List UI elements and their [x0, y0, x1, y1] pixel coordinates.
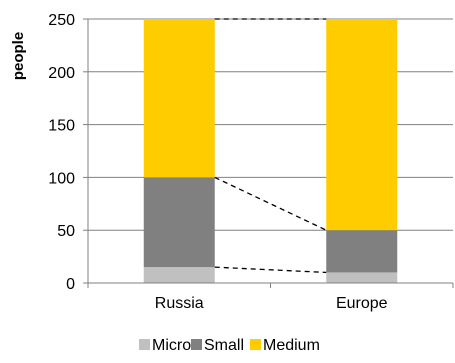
legend: Micro Small Medium [139, 337, 320, 354]
connector-line-micro [214, 266, 327, 274]
y-axis-title: people [10, 32, 27, 80]
axis-labels: 0 50 100 150 200 250 Russia Europe [48, 12, 387, 312]
bar-small-russia [143, 177, 215, 268]
y-tick-label: 250 [48, 12, 75, 29]
y-tick-label: 50 [57, 223, 75, 240]
bar-micro-europe [326, 272, 398, 283]
axes [87, 19, 454, 288]
legend-label-medium: Medium [263, 337, 320, 354]
y-tick-label: 0 [66, 276, 75, 293]
legend-label-small: Small [204, 337, 244, 354]
legend-swatch-micro [139, 339, 150, 350]
y-tick-label: 150 [48, 118, 75, 135]
y-tick-label: 100 [48, 170, 75, 187]
bars [143, 19, 398, 283]
gridlines [83, 18, 453, 284]
connector-line-small [214, 176, 327, 231]
x-category-label: Russia [155, 295, 204, 312]
y-tick-label: 200 [48, 65, 75, 82]
bar-medium-europe [326, 19, 398, 231]
connector-lines [214, 18, 327, 274]
bar-small-europe [326, 230, 398, 273]
bar-micro-russia [143, 267, 215, 283]
legend-swatch-medium [250, 339, 261, 350]
legend-label-micro: Micro [152, 337, 191, 354]
x-category-label: Europe [336, 295, 388, 312]
legend-swatch-small [191, 339, 202, 350]
bar-medium-russia [143, 19, 215, 178]
